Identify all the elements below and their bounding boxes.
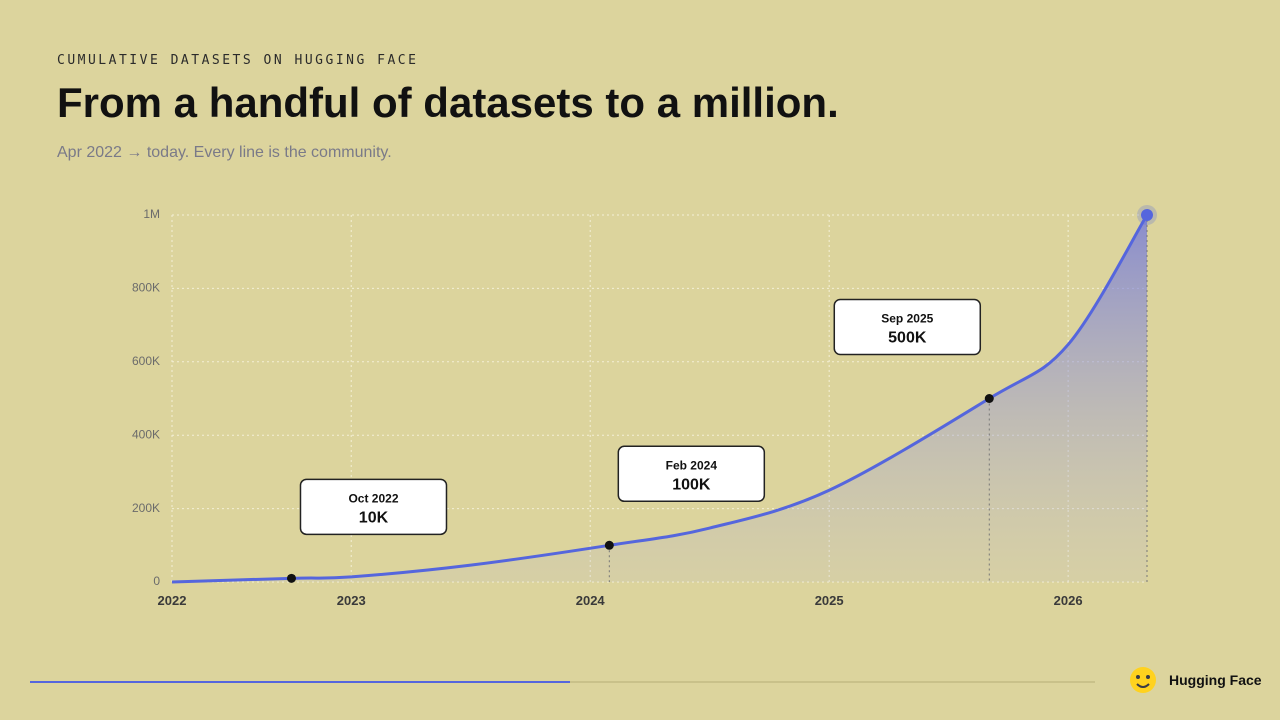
y-tick-label: 200K xyxy=(132,501,160,515)
subtitle: Apr 2022 → today. Every line is the comm… xyxy=(57,144,392,161)
x-tick-label: 2025 xyxy=(815,593,844,608)
y-tick-label: 600K xyxy=(132,354,160,368)
milestone-point xyxy=(984,394,994,403)
annotation-value: 10K xyxy=(359,509,389,526)
end-point xyxy=(1141,209,1153,221)
brand: Hugging Face xyxy=(1169,672,1262,688)
y-tick-label: 0 xyxy=(153,574,160,588)
annotation-box xyxy=(299,478,448,536)
y-tick-label: 800K xyxy=(132,281,160,295)
chart-title: From a handful of datasets to a million. xyxy=(57,79,839,126)
x-tick-label: 2026 xyxy=(1054,593,1083,608)
annotation-box xyxy=(833,298,982,356)
annotation-box xyxy=(617,445,766,503)
area xyxy=(172,215,1147,582)
annotation-date: Sep 2025 xyxy=(881,312,933,326)
plot: 0 200K 400K 600K 800K 1M 2022 2023 2024 2025 2026 O… xyxy=(132,205,1157,608)
line xyxy=(171,214,1149,584)
annotation-value: 500K xyxy=(888,330,927,347)
x-tick-label: 2022 xyxy=(158,593,187,608)
y-tick-label: 1M xyxy=(143,207,160,221)
x-tick-label: 2024 xyxy=(576,593,606,608)
annotation-value: 100K xyxy=(672,476,711,493)
annotation-date: Feb 2024 xyxy=(666,458,718,472)
x-tick-label: 2023 xyxy=(337,593,366,608)
annotation-date: Oct 2022 xyxy=(348,491,398,505)
milestone-point xyxy=(604,540,614,550)
y-tick-label: 400K xyxy=(132,427,160,441)
milestone-point xyxy=(286,573,296,583)
kicker: CUMULATIVE DATASETS ON HUGGING FACE xyxy=(57,53,418,68)
brand-logo xyxy=(1130,667,1156,693)
